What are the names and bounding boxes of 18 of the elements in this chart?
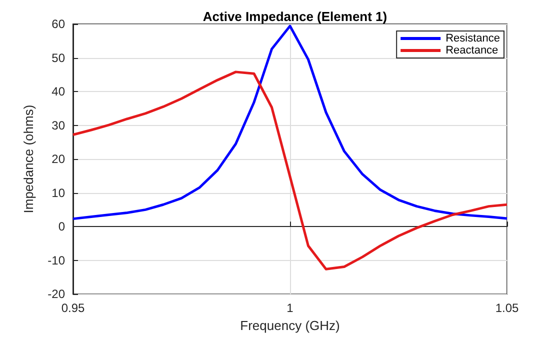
chart-title: Active Impedance (Element 1): [202, 9, 388, 24]
legend-label: Reactance: [446, 44, 498, 56]
y-tick-label: 0: [58, 220, 66, 234]
y-tick-label: 30: [52, 118, 66, 132]
x-tick-label: 1: [286, 301, 294, 316]
legend-label: Resistance: [446, 32, 500, 44]
x-tick-label: 1.05: [495, 301, 519, 316]
y-axis-title: Impedance (ohms): [21, 104, 36, 214]
y-tick-label: 50: [52, 50, 66, 65]
x-axis-title: Frequency (GHz): [240, 318, 340, 333]
y-tick-label: 60: [52, 17, 66, 31]
y-tick-label: 40: [52, 84, 66, 99]
x-tick-label: 0.95: [61, 301, 85, 316]
line-series: [72, 70, 508, 270]
y-tick-label: -10: [48, 253, 66, 268]
y-tick-label: -20: [48, 287, 66, 302]
y-tick-label: 20: [52, 152, 66, 166]
y-tick-label: 10: [52, 186, 66, 200]
